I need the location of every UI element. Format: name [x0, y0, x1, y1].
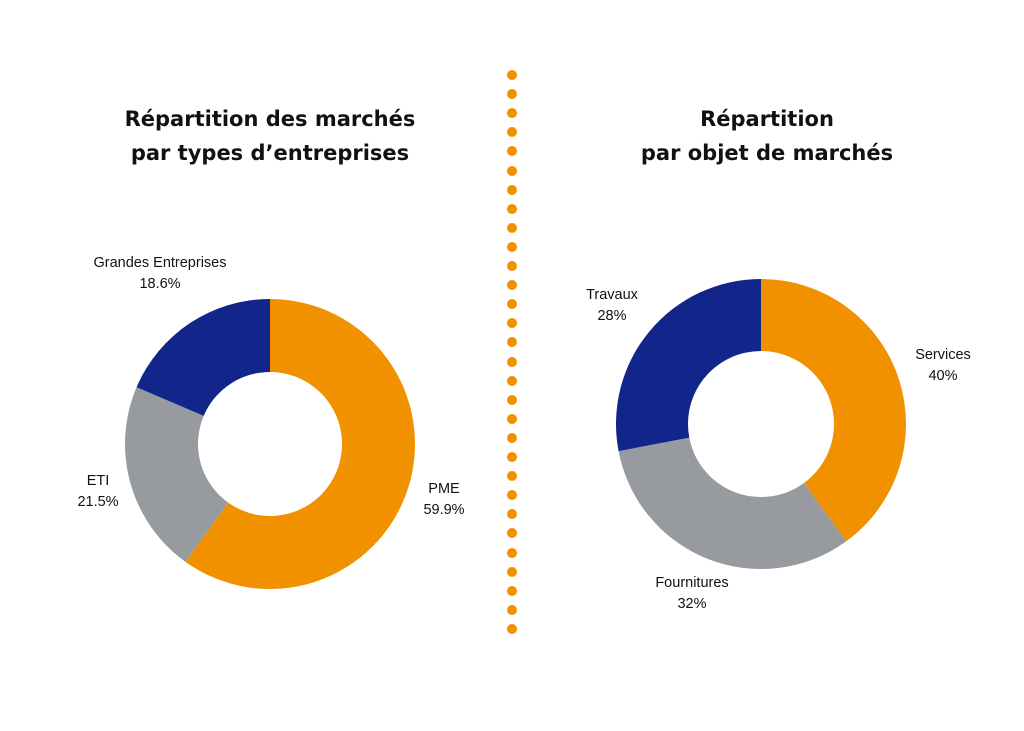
slice-label-travaux-name: Travaux [586, 287, 638, 303]
divider-dot [507, 413, 517, 424]
divider-dot [507, 280, 517, 291]
donut-slice-travaux [616, 279, 761, 452]
donut-slice-pme [185, 299, 415, 589]
divider-dot [507, 261, 517, 271]
divider-dot [507, 108, 517, 119]
divider-dot [507, 375, 517, 386]
divider-dot [507, 165, 517, 176]
slice-label-travaux: Travaux 28% [562, 285, 662, 327]
chart-title-right-line-1: Répartition [700, 107, 834, 131]
slice-label-fournitures: Fournitures 32% [632, 573, 752, 615]
divider-dot [507, 222, 517, 233]
chart-title-right-line-2: par objet de marchés [640, 141, 894, 165]
divider-dot [507, 604, 517, 615]
divider-dot [507, 299, 517, 310]
slice-label-eti-value: 21.5% [77, 494, 119, 510]
divider-dot [507, 394, 517, 405]
divider-dot [507, 127, 517, 138]
chart-title-left: Répartition des marchés par types d’entr… [70, 102, 470, 170]
chart-title-right: Répartition par objet de marchés [567, 102, 967, 170]
divider-dot [507, 146, 517, 157]
chart-title-left-line-2: par types d’entreprises [130, 141, 410, 165]
slice-label-fournitures-name: Fournitures [655, 575, 729, 591]
slice-label-travaux-value: 28% [597, 308, 627, 324]
divider-dot [507, 452, 517, 462]
divider-dot [507, 585, 517, 596]
slice-label-fournitures-value: 32% [677, 596, 707, 612]
divider-dot [507, 623, 517, 634]
donut-slice-eti [125, 387, 229, 562]
divider-dot [507, 241, 517, 252]
slice-label-grandes-entreprises-name: Grandes Entreprises [93, 255, 227, 271]
divider-dot [507, 471, 517, 482]
slice-label-services-value: 40% [928, 368, 958, 384]
divider-dot [507, 318, 517, 329]
donut-slice-grandes-entreprises [136, 299, 270, 416]
donut-slice-services [761, 279, 906, 542]
divider-dot [507, 356, 517, 367]
slice-label-grandes-entreprises-value: 18.6% [139, 276, 181, 292]
divider-dot [507, 203, 517, 214]
chart-title-left-line-1: Répartition des marchés [124, 107, 416, 131]
divider-dot [507, 509, 517, 520]
slice-label-pme-name: PME [428, 481, 460, 497]
slice-label-grandes-entreprises: Grandes Entreprises 18.6% [60, 253, 260, 295]
divider-dot [507, 89, 517, 100]
divider-dot [507, 547, 517, 558]
slice-label-pme-value: 59.9% [423, 502, 465, 518]
divider-dot [507, 566, 517, 577]
slice-label-eti-name: ETI [86, 473, 110, 489]
divider-dot [507, 184, 517, 195]
slice-label-eti: ETI 21.5% [58, 471, 138, 513]
slice-label-services-name: Services [915, 347, 971, 363]
divider-dot [507, 490, 517, 501]
divider-dot [507, 528, 517, 539]
divider-dot [507, 432, 517, 443]
slice-label-services: Services 40% [893, 345, 993, 387]
slice-label-pme: PME 59.9% [404, 479, 484, 521]
donut-slice-fournitures [618, 437, 847, 569]
divider-dot [507, 70, 517, 80]
dotted-divider [505, 70, 519, 650]
divider-dot [507, 337, 517, 348]
